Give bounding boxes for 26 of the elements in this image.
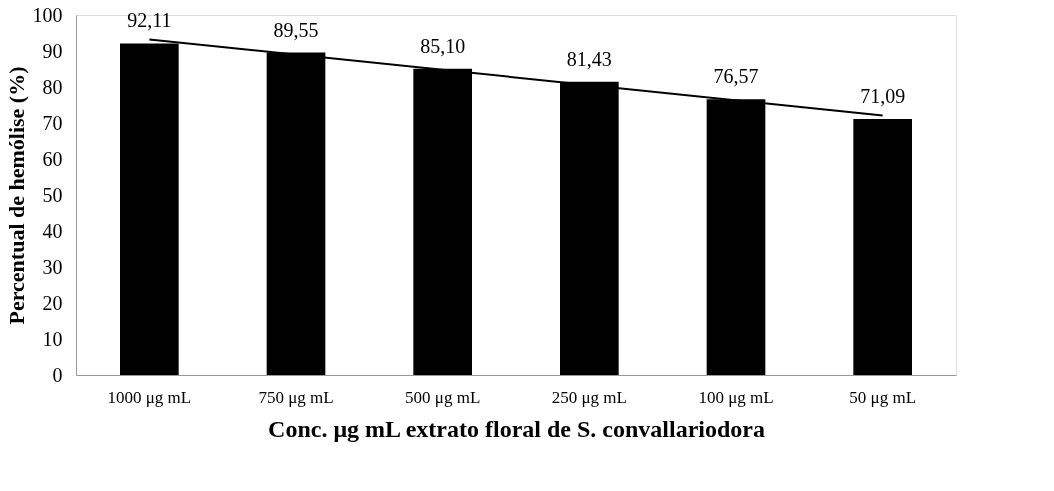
data-label: 76,57 (713, 65, 759, 88)
y-tick-label: 100 (32, 3, 63, 26)
y-tick-label: 90 (42, 39, 63, 62)
y-tick-label: 0 (52, 363, 63, 386)
y-tick-label: 30 (42, 255, 63, 278)
y-tick-label: 80 (42, 75, 63, 98)
y-tick-label: 60 (42, 147, 63, 170)
x-tick-label: 1000 μg mL (107, 387, 192, 407)
x-tick-label: 500 μg mL (405, 387, 481, 407)
x-tick-label: 250 μg mL (551, 387, 627, 407)
y-tick-label: 70 (42, 111, 63, 134)
data-label: 81,43 (566, 47, 612, 70)
y-tick-label: 40 (42, 219, 63, 242)
y-tick-label: 10 (42, 327, 63, 350)
x-tick-label: 750 μg mL (258, 387, 334, 407)
x-tick-label: 50 μg mL (849, 387, 917, 407)
data-label: 92,11 (127, 9, 172, 32)
y-tick-label: 50 (42, 183, 63, 206)
bar (853, 119, 912, 375)
data-label: 89,55 (273, 18, 319, 41)
data-label: 71,09 (860, 85, 906, 108)
x-axis-title: Conc. μg mL extrato floral de S. convallariodora (268, 415, 765, 442)
y-axis-title: Percentual de hemólise (%) (3, 66, 29, 325)
x-tick-label: 100 μg mL (698, 387, 774, 407)
data-label: 85,10 (420, 34, 466, 57)
y-tick-label: 20 (42, 291, 63, 314)
